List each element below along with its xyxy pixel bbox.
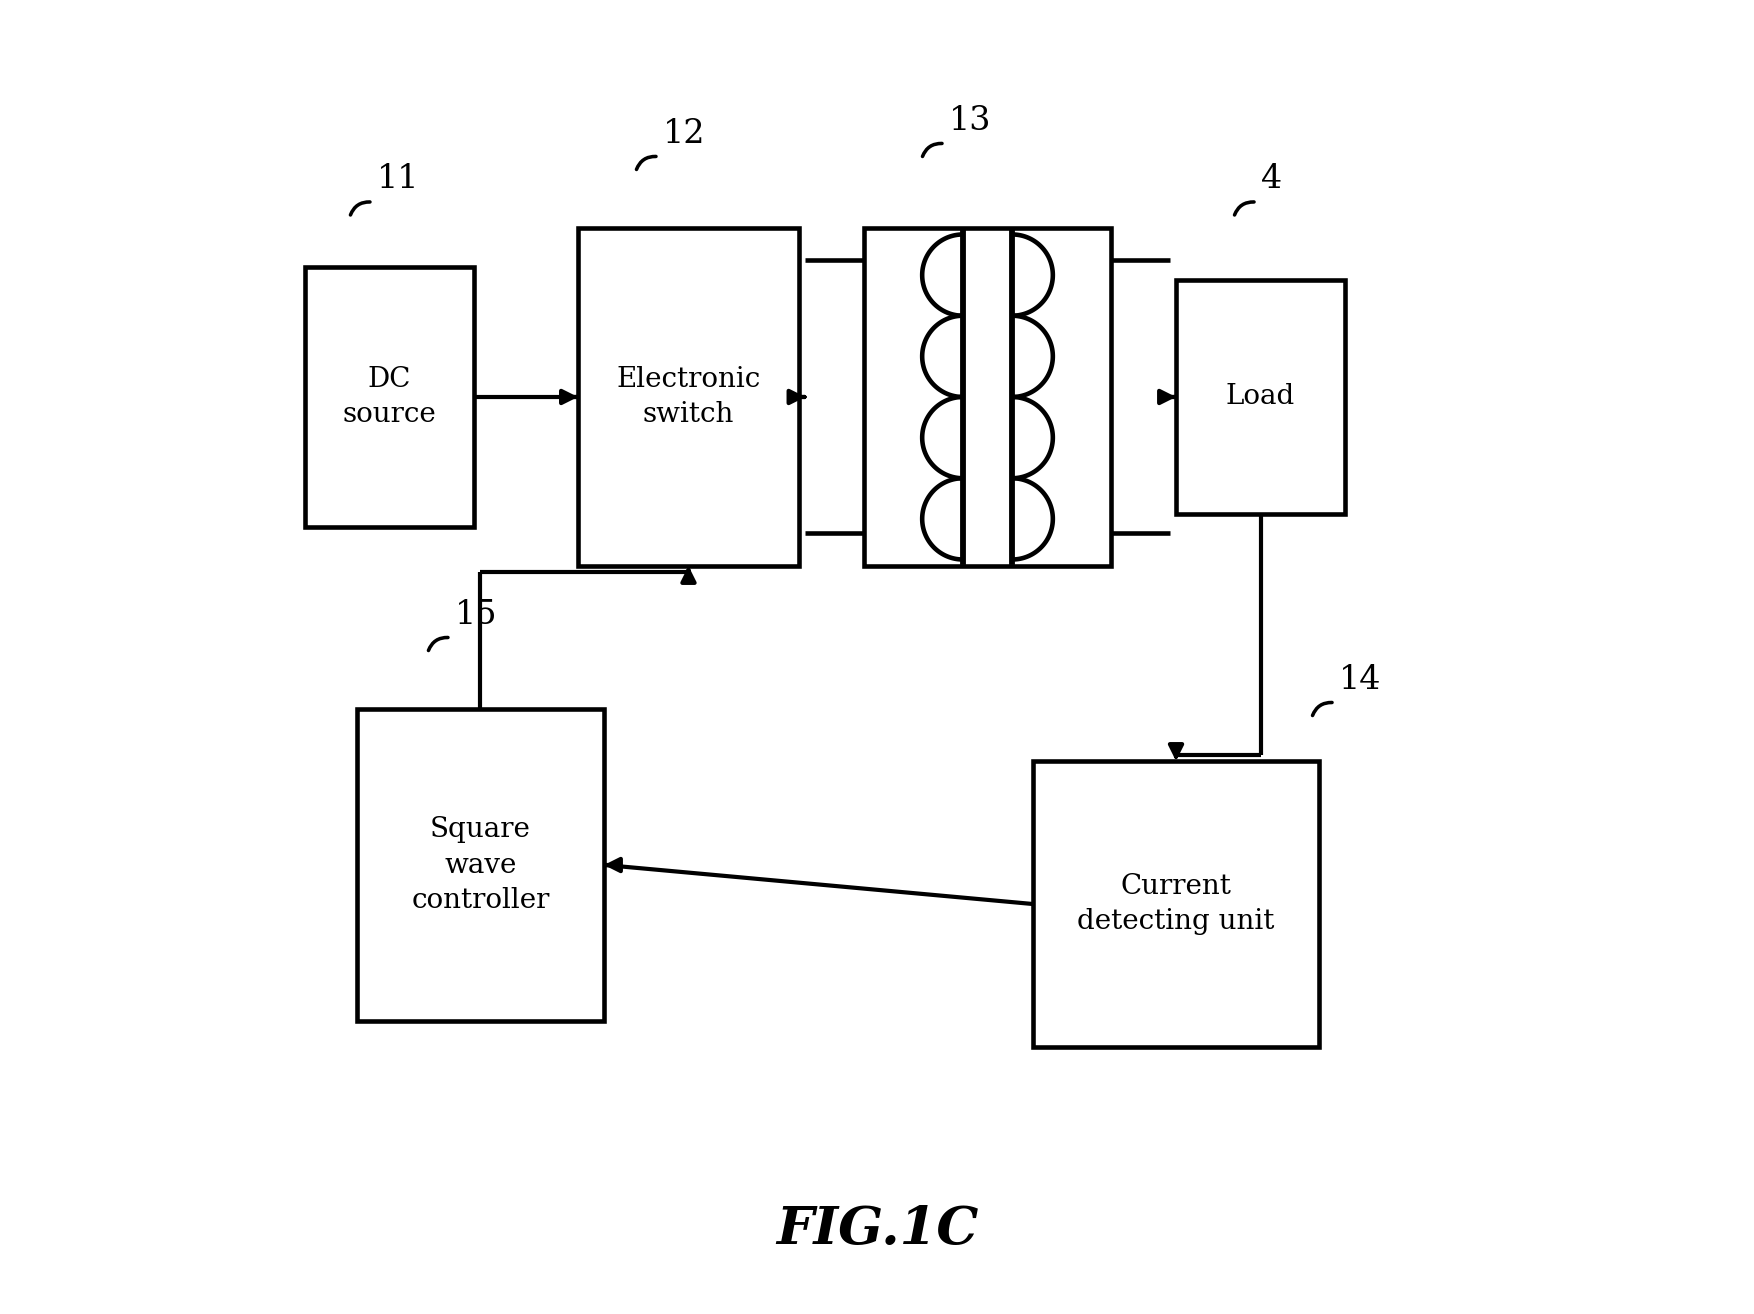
Bar xyxy=(865,227,1110,566)
Bar xyxy=(1175,280,1345,514)
Bar xyxy=(1033,761,1319,1047)
Text: 11: 11 xyxy=(377,163,419,196)
Text: 4: 4 xyxy=(1261,163,1282,196)
Text: Electronic
switch: Electronic switch xyxy=(616,365,761,428)
Text: FIG.1C: FIG.1C xyxy=(775,1204,979,1255)
Text: 13: 13 xyxy=(949,105,991,137)
Bar xyxy=(579,227,800,566)
Text: 12: 12 xyxy=(663,118,705,150)
Bar xyxy=(305,267,474,527)
Text: Square
wave
controller: Square wave controller xyxy=(410,816,549,915)
Text: 15: 15 xyxy=(454,599,496,631)
Text: DC
source: DC source xyxy=(342,365,437,428)
Text: 14: 14 xyxy=(1338,664,1380,696)
Text: Load: Load xyxy=(1226,384,1294,410)
Text: Current
detecting unit: Current detecting unit xyxy=(1077,872,1275,936)
Bar xyxy=(358,710,603,1021)
